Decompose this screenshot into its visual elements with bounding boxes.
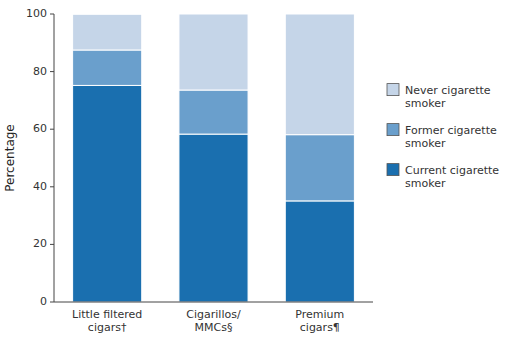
text-line: smoker <box>405 137 446 150</box>
bar-segment <box>179 14 248 90</box>
bars <box>73 14 355 302</box>
text-line: Cigarillos/ <box>186 308 241 321</box>
bar-segment <box>73 14 142 50</box>
y-axis-label: Percentage <box>3 124 17 192</box>
text-line: Never cigarette <box>405 84 491 97</box>
chart-container: 0 20 40 60 80 100 Little filteredcigars† Cigari… <box>0 0 511 348</box>
bar-segment <box>73 50 142 85</box>
text-line: Premium <box>295 308 344 321</box>
text-line: cigars† <box>88 321 127 334</box>
bar-segment <box>73 85 142 302</box>
y-tick-label: 0 <box>40 295 47 308</box>
y-tick <box>50 129 54 130</box>
x-axis-line <box>54 302 373 303</box>
y-tick-label: 100 <box>26 7 47 20</box>
legend-swatch <box>387 124 399 136</box>
y-axis-line <box>54 14 55 302</box>
legend-label: Never cigarettesmoker <box>405 84 491 110</box>
y-tick-label: 20 <box>33 237 47 250</box>
legend-swatch <box>387 84 399 96</box>
x-tick-label: Little filteredcigars† <box>72 308 142 334</box>
text-line: MMCs§ <box>195 321 233 334</box>
bar-segment <box>179 134 248 302</box>
x-tick-label: Cigarillos/MMCs§ <box>186 308 241 334</box>
y-tick <box>50 186 54 187</box>
text-line: Little filtered <box>72 308 142 321</box>
chart-svg: 0 20 40 60 80 100 Little filteredcigars† Cigari… <box>0 0 511 348</box>
legend-swatch <box>387 164 399 176</box>
y-tick-label: 40 <box>33 180 47 193</box>
y-tick <box>50 244 54 245</box>
legend-label: Former cigarettesmoker <box>405 124 497 150</box>
y-tick-label: 60 <box>33 122 47 135</box>
text-line: Current cigarette <box>405 164 499 177</box>
x-tick-label: Premiumcigars¶ <box>295 308 344 334</box>
bar-segment <box>285 14 354 135</box>
y-tick-label: 80 <box>33 65 47 78</box>
legend-label: Current cigarettesmoker <box>405 164 499 190</box>
y-tick <box>50 302 54 303</box>
text-line: smoker <box>405 97 446 110</box>
bar-segment <box>285 135 354 201</box>
bar-segment <box>285 201 354 302</box>
y-tick <box>50 71 54 72</box>
text-line: cigars¶ <box>300 321 340 334</box>
legend: Never cigarettesmokerFormer cigarettesmo… <box>387 84 499 190</box>
text-line: smoker <box>405 177 446 190</box>
y-tick <box>50 14 54 15</box>
text-line: Former cigarette <box>405 124 497 137</box>
bar-segment <box>179 90 248 134</box>
